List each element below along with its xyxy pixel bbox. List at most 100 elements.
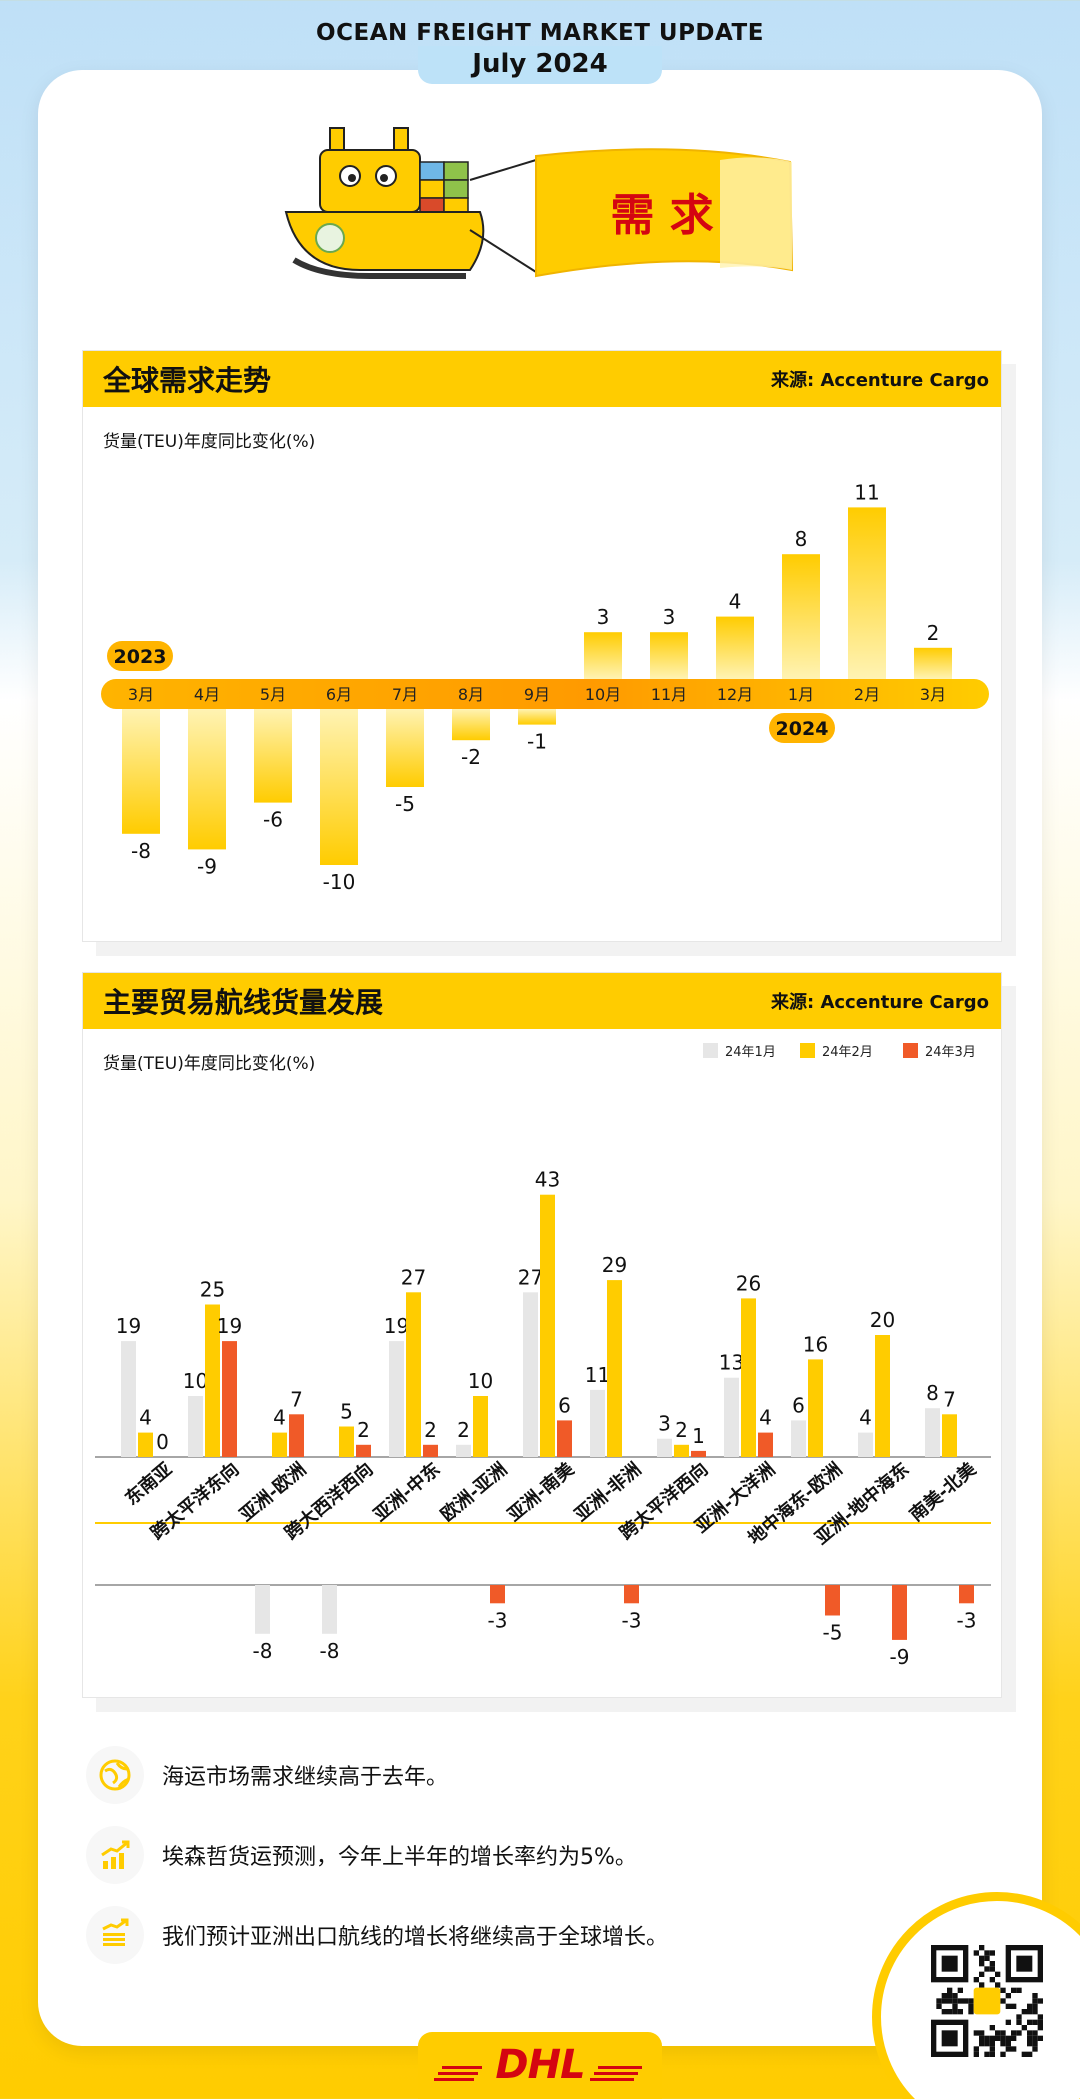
qr-module [1000, 2041, 1006, 2047]
data-label: -10 [323, 870, 356, 894]
qr-module [995, 1982, 1001, 1988]
bar [875, 1335, 890, 1457]
legend-label: 24年2月 [822, 1045, 873, 1060]
qr-module [952, 2003, 958, 2009]
panel-title: 主要贸易航线货量发展 [103, 986, 384, 1019]
data-label: 8 [926, 1381, 939, 1405]
qr-module [995, 1971, 1001, 1977]
qr-module [1032, 2046, 1038, 2052]
tick-label: 1月 [788, 685, 814, 704]
bar [272, 1432, 287, 1457]
qr-module [989, 2035, 995, 2041]
qr-module [1000, 2035, 1006, 2041]
qr-module [1005, 2046, 1011, 2052]
global-demand-panel: 全球需求走势 来源: Accenture Cargo 货量(TEU)年度同比变化… [82, 350, 1002, 942]
bar [650, 632, 688, 679]
qr-module [1016, 2014, 1022, 2020]
qr-module [1000, 2030, 1006, 2036]
qr-module [1037, 2019, 1043, 2025]
data-label: 0 [156, 1430, 169, 1454]
bar [782, 554, 820, 679]
bar [959, 1585, 974, 1604]
bar [222, 1341, 237, 1457]
qr-module [968, 1998, 974, 2004]
category-label: 亚洲-中东 [369, 1458, 444, 1526]
header-title: OCEAN FREIGHT MARKET UPDATE [316, 20, 764, 46]
bar [892, 1585, 907, 1640]
bar [188, 709, 226, 850]
qr-finder [941, 1955, 958, 1972]
qr-module [941, 1993, 947, 1999]
qr-module [1005, 2041, 1011, 2047]
qr-module [989, 1966, 995, 1972]
tick-label: 5月 [260, 685, 286, 704]
banner-flag-icon [469, 148, 794, 278]
qr-code-badge[interactable] [872, 1892, 1080, 2099]
qr-module [1027, 2003, 1033, 2009]
bar [138, 1432, 153, 1457]
qr-module [957, 1987, 963, 1993]
qr-module [1000, 1998, 1006, 2004]
bar [452, 709, 490, 741]
data-label: 2 [927, 621, 940, 645]
data-label: 2 [357, 1418, 370, 1442]
qr-module [984, 2041, 990, 2047]
data-label: -5 [395, 792, 415, 816]
bar [607, 1280, 622, 1457]
data-label: 7 [943, 1387, 956, 1411]
qr-module [995, 2030, 1001, 2036]
qr-logo [973, 1987, 1001, 2015]
bar [205, 1304, 220, 1457]
bar [254, 709, 292, 803]
bar [758, 1432, 773, 1457]
data-label: -3 [622, 1608, 642, 1632]
category-label: 南美-北美 [905, 1458, 980, 1526]
qr-module [979, 1945, 985, 1951]
data-label: 25 [200, 1278, 225, 1302]
bar [724, 1377, 739, 1457]
data-label: 10 [468, 1369, 493, 1393]
qr-code-icon [931, 1945, 1043, 2057]
qr-module [957, 2009, 963, 2015]
bar [456, 1444, 471, 1457]
qr-module [1011, 2030, 1017, 2036]
bar [925, 1408, 940, 1457]
key-point-text: 埃森哲货运预测，今年上半年的增长率约为5%。 [162, 1845, 637, 1870]
qr-module [973, 2046, 979, 2052]
qr-module [1011, 2046, 1017, 2052]
panel-header: 主要贸易航线货量发展 来源: Accenture Cargo [83, 973, 1001, 1029]
qr-module [947, 2009, 953, 2015]
data-label: 7 [290, 1387, 303, 1411]
growth-chart-icon [86, 1826, 144, 1884]
tick-label: 2月 [854, 685, 880, 704]
qr-module [989, 1950, 995, 1956]
qr-module [1027, 2041, 1033, 2047]
data-label: 1 [692, 1424, 705, 1448]
qr-module [968, 2009, 974, 2015]
x-axis-band [101, 679, 989, 709]
data-label: 6 [792, 1393, 805, 1417]
qr-module [979, 2035, 985, 2041]
category-label: 亚洲-南美 [503, 1458, 578, 1526]
qr-module [1021, 2009, 1027, 2015]
bar [356, 1444, 371, 1457]
legend-swatch [703, 1043, 718, 1058]
qr-module [941, 1998, 947, 2004]
key-point-text: 我们预计亚洲出口航线的增长将继续高于全球增长。 [162, 1925, 669, 1950]
qr-module [1016, 2030, 1022, 2036]
tick-label: 4月 [194, 685, 220, 704]
qr-module [973, 2051, 979, 2057]
qr-module [947, 1987, 953, 1993]
global-demand-chart: -8 3月 -9 4月 -6 5月 -10 6月 -5 7月 -2 8月 -1 9月 3 10月 3 11月 4 12… [101, 480, 989, 894]
legend-swatch [800, 1043, 815, 1058]
qr-module [1011, 2035, 1017, 2041]
year-label: 2023 [114, 646, 167, 668]
bar [691, 1450, 706, 1457]
bar [808, 1359, 823, 1457]
data-label: 4 [139, 1406, 152, 1430]
bar [518, 709, 556, 725]
data-label: 16 [803, 1332, 828, 1356]
tick-label: 8月 [458, 685, 484, 704]
bar [122, 709, 160, 834]
year-badge [107, 641, 173, 671]
